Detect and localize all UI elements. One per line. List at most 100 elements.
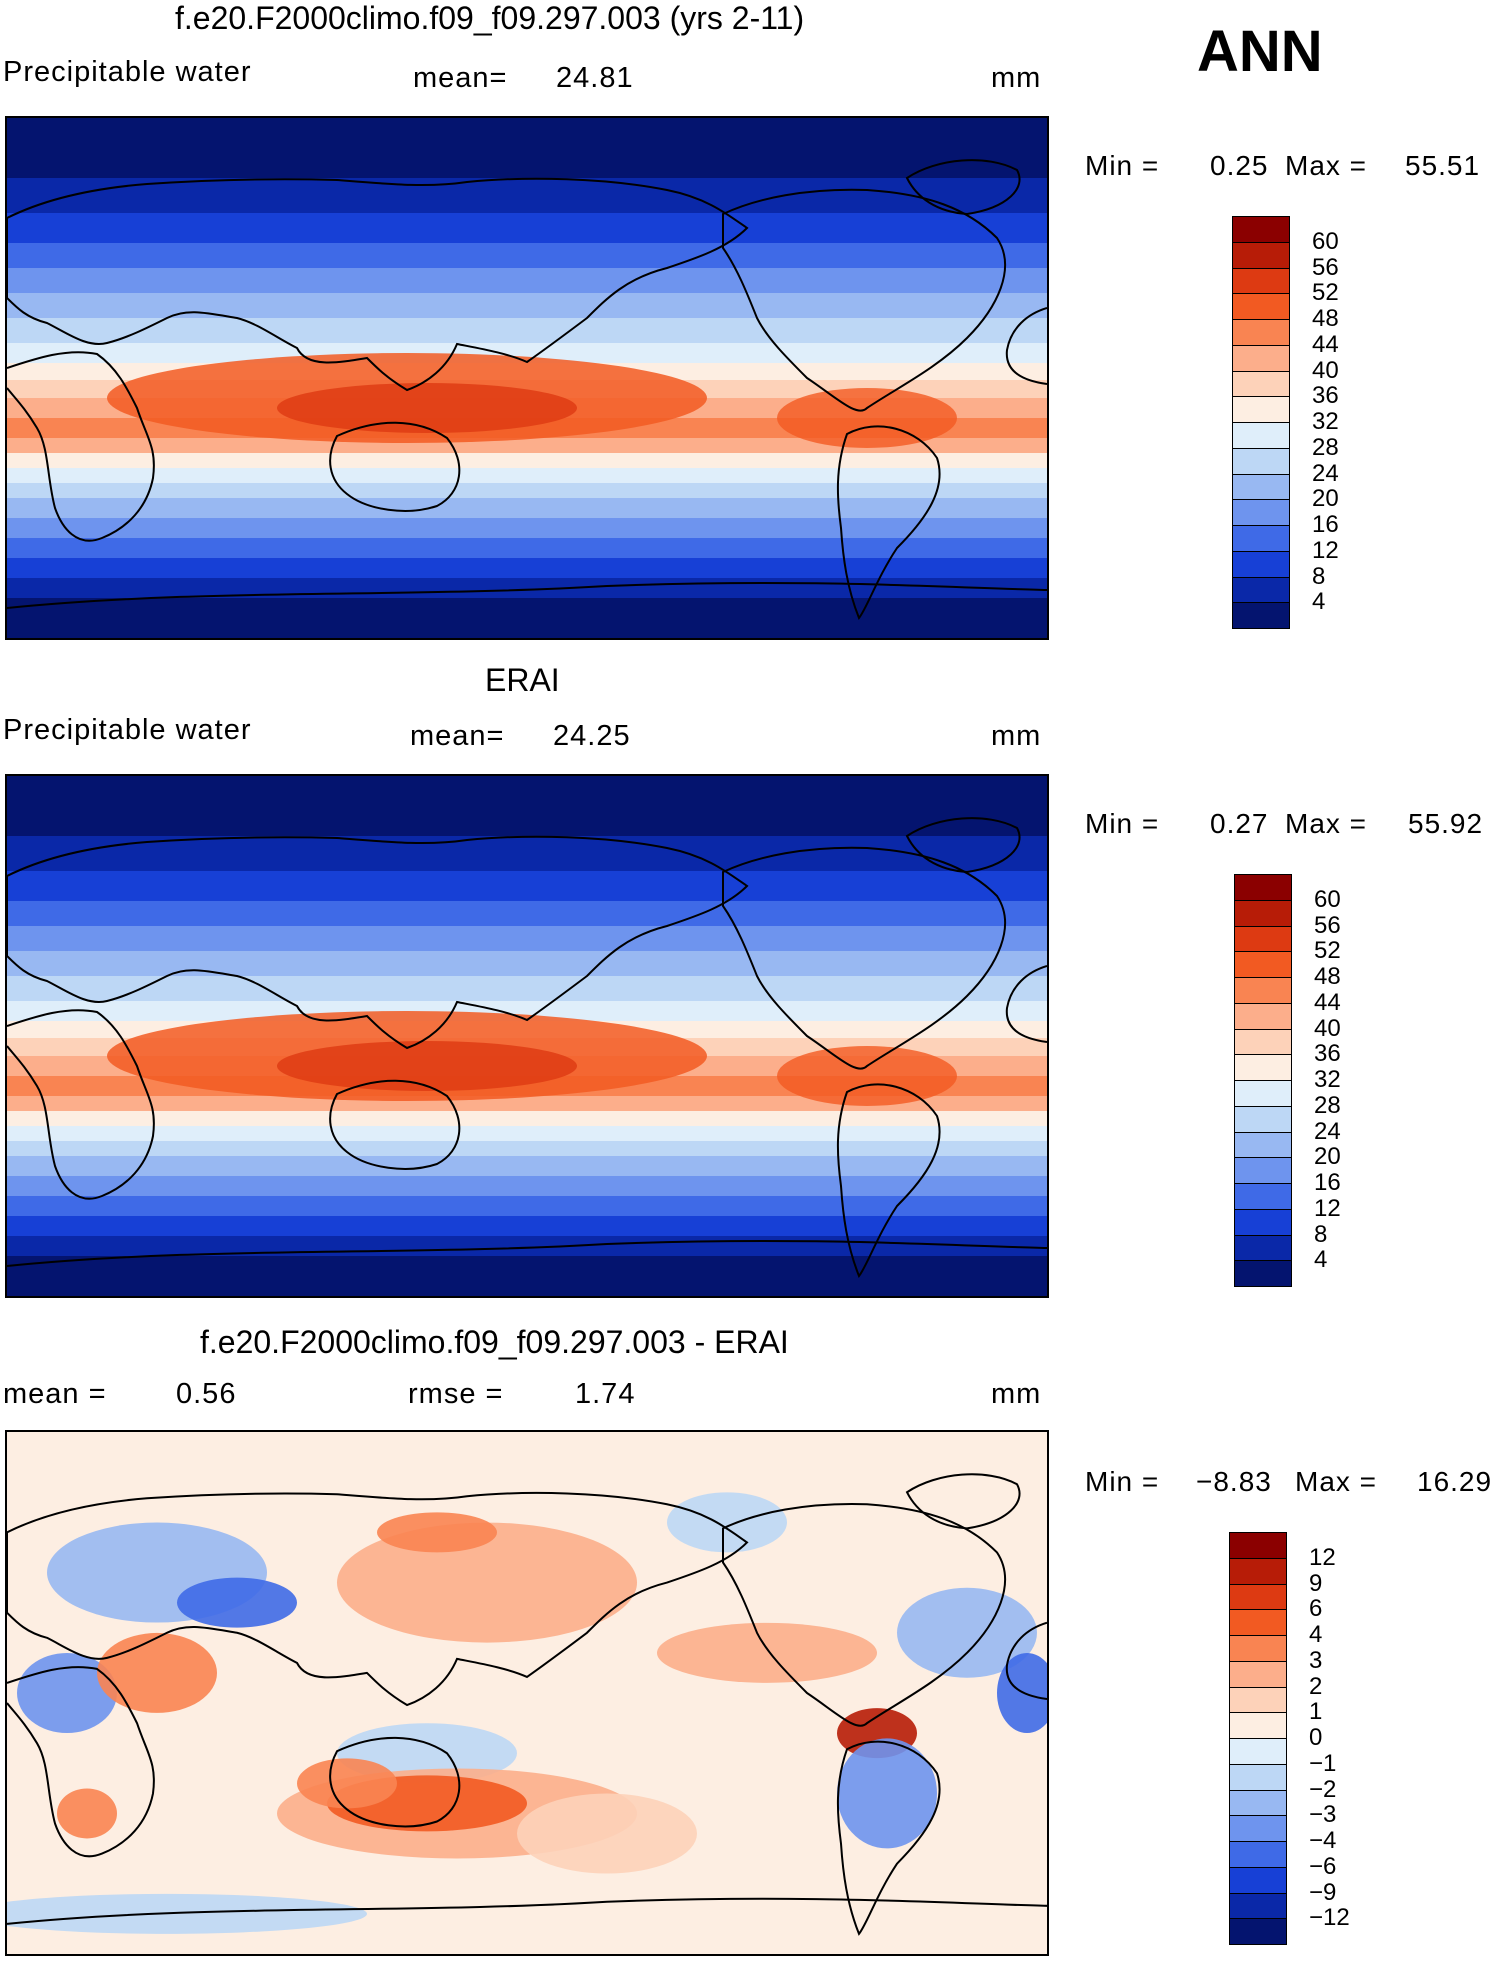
colorbar-label: 20: [1314, 1143, 1341, 1171]
colorbar-segment: [1229, 1738, 1287, 1765]
colorbar-label: 8: [1314, 1220, 1328, 1248]
colorbar-label: 16: [1314, 1169, 1341, 1196]
colorbar-label: 3: [1309, 1646, 1323, 1674]
colorbar-label: 4: [1314, 1246, 1328, 1274]
colorbar-label: 12: [1314, 1194, 1341, 1222]
panel1-map: [5, 116, 1049, 640]
colorbar-label: −6: [1309, 1852, 1337, 1880]
panel1-min-label: Min =: [1085, 150, 1160, 181]
panel1-min-value: 0.25: [1210, 150, 1269, 181]
map-field: [7, 1432, 1047, 1954]
colorbar-label: 32: [1312, 408, 1339, 435]
colorbar-segment: [1232, 396, 1290, 423]
panel3-mean-label: mean =: [3, 1378, 107, 1410]
colorbar-label: 52: [1312, 279, 1339, 307]
colorbar-segment: [1234, 1054, 1292, 1081]
panel2-max-value: 55.92: [1408, 808, 1484, 839]
colorbar-segment: [1232, 422, 1290, 449]
season-label: ANN: [1197, 19, 1323, 84]
panel2-max-label: Max =: [1285, 808, 1368, 839]
colorbar-segment: [1229, 1815, 1287, 1842]
panel2-colorbar: 60 56 52 48 44 40 36 32 28 24 20 16 12 8 4: [1234, 874, 1354, 1287]
colorbar-segment: [1234, 951, 1292, 978]
panel2-min-value: 0.27: [1210, 808, 1269, 839]
colorbar-label: 40: [1312, 356, 1339, 384]
colorbar-segment: [1234, 1131, 1292, 1159]
panel2-map: [5, 774, 1049, 1298]
colorbar-segment: [1229, 1532, 1287, 1559]
colorbar-label: 20: [1312, 485, 1339, 513]
map-field: [7, 776, 1047, 1296]
colorbar-label: 44: [1312, 330, 1339, 358]
map-field: [7, 118, 1047, 638]
panel3-max-value: 16.29: [1417, 1466, 1493, 1497]
panel2-mean-label: mean=: [410, 720, 505, 752]
colorbar-label: 0: [1309, 1724, 1323, 1751]
colorbar-segment: [1229, 1583, 1287, 1611]
colorbar-segment: [1234, 1028, 1292, 1056]
colorbar-segment: [1229, 1918, 1287, 1945]
colorbar-segment: [1234, 925, 1292, 953]
colorbar-segment: [1234, 874, 1292, 901]
colorbar-segment: [1234, 1157, 1292, 1184]
colorbar-segment: [1232, 447, 1290, 475]
panel3-map: [5, 1430, 1049, 1956]
colorbar-segment: [1232, 267, 1290, 295]
colorbar-label: 36: [1314, 1040, 1341, 1068]
colorbar-segment: [1232, 499, 1290, 526]
colorbar-label: −12: [1309, 1904, 1350, 1932]
panel1-units: mm: [991, 62, 1042, 94]
colorbar-segment: [1232, 370, 1290, 398]
colorbar-label: 4: [1312, 588, 1326, 616]
panel1-title: f.e20.F2000climo.f09_f09.297.003 (yrs 2-…: [175, 0, 805, 36]
panel1-mean-label: mean=: [413, 62, 508, 94]
colorbar-label: 4: [1309, 1621, 1323, 1648]
colorbar-label: 32: [1314, 1066, 1341, 1093]
panel2-units: mm: [991, 720, 1042, 752]
colorbar-segment: [1229, 1892, 1287, 1920]
colorbar-label: 24: [1314, 1117, 1341, 1145]
colorbar-label: 40: [1314, 1014, 1341, 1042]
panel3-rmse-label: rmse =: [408, 1378, 504, 1410]
colorbar-label: −3: [1309, 1801, 1337, 1829]
colorbar-segment: [1232, 241, 1290, 269]
colorbar-label: 12: [1312, 536, 1339, 564]
colorbar-label: 28: [1314, 1091, 1341, 1119]
panel3-title: f.e20.F2000climo.f09_f09.297.003 - ERAI: [200, 1324, 789, 1360]
colorbar-segment: [1229, 1557, 1287, 1585]
colorbar-segment: [1232, 319, 1290, 346]
panel2-title: ERAI: [485, 662, 560, 698]
colorbar-label: 8: [1312, 562, 1326, 590]
colorbar-segment: [1232, 550, 1290, 578]
panel1-max-value: 55.51: [1405, 150, 1481, 181]
colorbar-label: 9: [1309, 1569, 1323, 1597]
colorbar-label: 2: [1309, 1672, 1323, 1700]
colorbar-label: 48: [1312, 305, 1339, 332]
colorbar-segment: [1234, 1002, 1292, 1030]
colorbar-segment: [1232, 344, 1290, 372]
colorbar-label: −2: [1309, 1775, 1337, 1803]
colorbar-segment: [1234, 899, 1292, 927]
colorbar-segment: [1229, 1712, 1287, 1739]
colorbar-segment: [1232, 473, 1290, 501]
colorbar-segment: [1229, 1763, 1287, 1791]
panel1-variable-label: Precipitable water: [3, 56, 252, 88]
colorbar-label: 28: [1312, 433, 1339, 461]
panel1-max-label: Max =: [1285, 150, 1368, 181]
colorbar-segment: [1232, 602, 1290, 629]
colorbar-label: −4: [1309, 1827, 1337, 1854]
colorbar-label: 56: [1312, 253, 1339, 281]
colorbar-label: 1: [1309, 1698, 1323, 1726]
colorbar-segment: [1234, 1260, 1292, 1287]
colorbar-segment: [1229, 1660, 1287, 1688]
colorbar-segment: [1234, 1208, 1292, 1236]
colorbar-label: 6: [1309, 1595, 1323, 1623]
colorbar-label: −9: [1309, 1878, 1337, 1906]
colorbar-label: 12: [1309, 1543, 1336, 1571]
colorbar-label: 60: [1312, 227, 1339, 255]
panel3-rmse-value: 1.74: [575, 1378, 636, 1410]
colorbar-segment: [1229, 1686, 1287, 1714]
panel3-units: mm: [991, 1378, 1042, 1410]
colorbar-label: 56: [1314, 911, 1341, 939]
colorbar-segment: [1234, 1234, 1292, 1262]
